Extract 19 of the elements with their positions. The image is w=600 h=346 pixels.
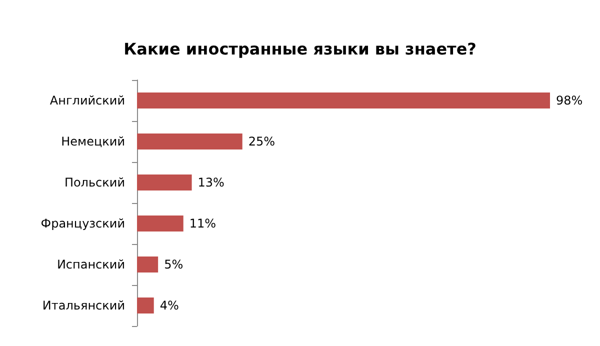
y-tick-label: Французский	[40, 216, 125, 230]
y-tick-label: Английский	[50, 94, 125, 108]
chart-title: Какие иностранные языки вы знаете?	[124, 40, 476, 58]
data-label: 98%	[556, 94, 583, 108]
y-tick-label: Испанский	[56, 258, 125, 272]
bar	[137, 216, 184, 232]
data-label: 4%	[160, 298, 179, 312]
data-label: 5%	[164, 258, 184, 272]
bar	[137, 134, 242, 150]
bar	[137, 92, 550, 108]
y-tick-label: Итальянский	[42, 298, 125, 312]
data-label: 13%	[198, 176, 224, 190]
bar	[137, 298, 154, 314]
bar	[137, 174, 192, 190]
y-tick-label: Немецкий	[61, 134, 125, 148]
y-tick-label: Польский	[64, 176, 125, 190]
data-label: 11%	[189, 216, 216, 230]
bar	[137, 256, 158, 272]
data-label: 25%	[248, 134, 276, 148]
